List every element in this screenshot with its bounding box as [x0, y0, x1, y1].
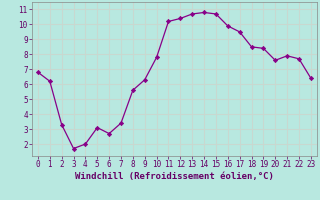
X-axis label: Windchill (Refroidissement éolien,°C): Windchill (Refroidissement éolien,°C)	[75, 172, 274, 181]
